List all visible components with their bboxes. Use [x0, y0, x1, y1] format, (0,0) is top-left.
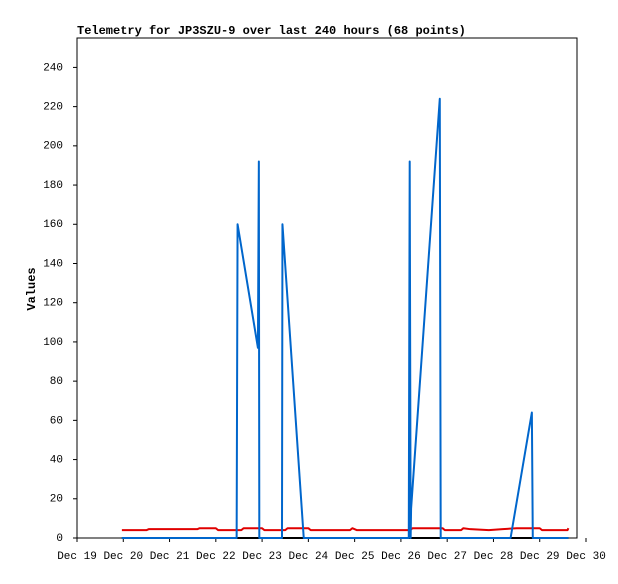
series-line [121, 97, 569, 539]
y-tick-label: 140 [43, 258, 63, 270]
y-tick-label: 100 [43, 337, 63, 349]
x-tick-label: Dec 28 [474, 551, 514, 563]
x-tick-label: Dec 22 [196, 551, 236, 563]
y-tick-label: 120 [43, 298, 63, 310]
y-tick-label: 160 [43, 219, 63, 231]
x-tick-label: Dec 26 [381, 551, 421, 563]
x-tick-label: Dec 24 [289, 551, 329, 563]
x-tick-label: Dec 20 [103, 551, 143, 563]
y-tick-label: 40 [50, 454, 63, 466]
y-tick-label: 240 [43, 62, 63, 74]
x-tick-label: Dec 25 [335, 551, 375, 563]
y-tick-label: 20 [50, 494, 63, 506]
y-tick-label: 60 [50, 415, 63, 427]
x-tick-label: Dec 29 [520, 551, 560, 563]
y-tick-label: 220 [43, 102, 63, 114]
y-tick-label: 80 [50, 376, 63, 388]
y-tick-label: 0 [56, 533, 63, 545]
x-tick-label: Dec 19 [57, 551, 97, 563]
x-tick-label: Dec 27 [427, 551, 467, 563]
series-line [121, 527, 570, 532]
y-tick-label: 180 [43, 180, 63, 192]
x-tick-label: Dec 21 [150, 551, 190, 563]
y-tick-label: 200 [43, 141, 63, 153]
x-tick-label: Dec 30 [566, 551, 606, 563]
x-tick-label: Dec 23 [242, 551, 282, 563]
y-axis-label: Values [25, 267, 39, 310]
chart-title: Telemetry for JP3SZU-9 over last 240 hou… [77, 24, 466, 38]
